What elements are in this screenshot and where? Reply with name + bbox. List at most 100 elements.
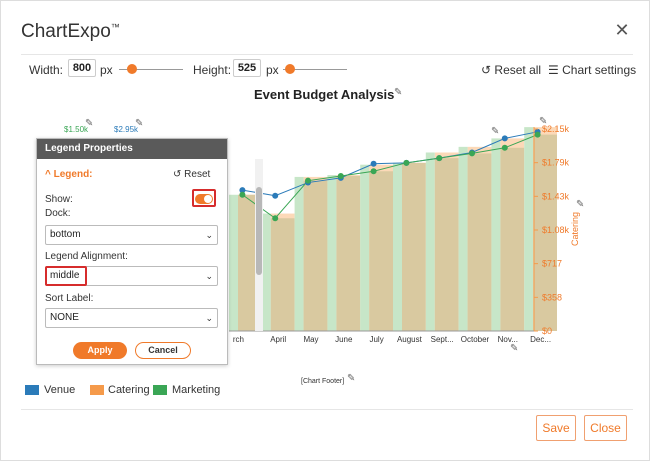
marketing-stripe [425,152,435,331]
legend-label-venue[interactable]: Venue [44,384,76,396]
sliders-icon: ☰ [548,63,559,77]
legend-properties-panel: Legend Properties ^ Legend: ↺ Reset Show… [36,138,263,365]
reset-all-label: Reset all [494,63,542,77]
dock-select[interactable]: bottom ⌄ [45,225,218,245]
legend-swatch-venue[interactable] [25,385,39,395]
alignment-label: Legend Alignment: [45,251,128,262]
chart-title[interactable]: Event Budget Analysis [254,87,395,102]
alignment-highlight [45,266,87,286]
height-input[interactable]: 525 [233,59,261,77]
edit-pencil-icon[interactable]: ✎ [539,116,548,127]
edit-footer-pencil-icon[interactable]: ✎ [347,373,356,384]
chart-footer[interactable]: [Chart Footer] [301,378,345,385]
edit-pencil-icon[interactable]: ✎ [491,126,500,137]
height-unit: px [266,63,279,77]
legend-swatch-marketing[interactable] [153,385,167,395]
marketing-stripe [261,213,271,331]
show-toggle[interactable] [195,194,213,204]
marketing-stripe [360,164,370,331]
right-axis-tick-label: $0 [542,326,552,336]
width-input[interactable]: 800 [68,59,96,77]
show-label: Show: [45,194,73,205]
x-axis-tick-label: October [461,335,490,344]
marketing-point [403,159,410,166]
marketing-stripe [327,175,337,331]
close-button[interactable]: Close [584,415,627,441]
venue-line [242,131,538,197]
marketing-bar [336,175,361,331]
marketing-bar [467,153,492,331]
chart-settings-label: Chart settings [562,63,637,77]
right-axis-tick-label: $2.15k [542,124,570,134]
width-slider[interactable] [119,69,183,70]
marketing-bar [270,218,295,331]
chart-settings-button[interactable]: ☰ Chart settings [548,63,636,77]
edit-pencil-icon[interactable]: ✎ [85,118,94,129]
edit-title-pencil-icon[interactable]: ✎ [394,87,403,98]
marketing-bar [303,180,328,331]
right-axis-tick-label: $1.79k [542,158,570,168]
marketing-bars [229,127,557,331]
close-icon[interactable]: ✕ [614,20,630,40]
chevron-down-icon: ⌄ [205,313,213,323]
height-label: Height: [193,63,232,77]
height-slider[interactable] [283,69,347,70]
x-axis-tick-label: April [270,335,286,344]
legend-label-marketing[interactable]: Marketing [172,384,221,396]
x-axis-tick-label: June [335,335,353,344]
width-label: Width: [29,63,64,77]
legend-section-toggle[interactable]: ^ Legend: [45,169,93,180]
chart-plot: $0 $358 $717 $1.08k $1.43k $1.79k $2.15k rch Ap… [64,124,580,344]
legend-swatch-catering[interactable] [90,385,104,395]
edit-pencil-icon[interactable]: ✎ [510,343,519,354]
left-axis-label-marketing: $1.50k [64,125,89,134]
venue-point [272,192,279,199]
marketing-stripe [393,162,402,331]
panel-scrollbar[interactable] [255,159,263,331]
marketing-bar [434,158,459,331]
marketing-point [469,150,475,157]
right-axis-tick-label: $1.08k [542,225,570,235]
reset-all-button[interactable]: ↺ Reset all [481,63,541,77]
x-axis-tick-label: Dec... [530,335,551,344]
marketing-point [436,155,443,162]
cancel-button[interactable]: Cancel [135,342,191,359]
chevron-down-icon: ⌄ [205,271,213,281]
legend-label-catering[interactable]: Catering [108,384,150,396]
height-slider-handle[interactable] [285,64,295,74]
left-axis-label-venue: $2.95k [114,125,139,134]
reset-button[interactable]: ↺ Reset [173,169,210,180]
x-axis-tick-label: Nov... [498,335,518,344]
x-axis-tick-label: July [369,335,383,344]
width-slider-handle[interactable] [127,64,137,74]
marketing-line [242,134,538,219]
apply-button[interactable]: Apply [73,342,127,359]
alignment-value: middle [50,270,80,281]
x-axis-tick-label: rch [233,335,244,344]
venue-point [501,135,508,142]
x-axis-tick-label: August [397,335,423,344]
marketing-point [337,172,344,179]
width-unit: px [100,63,113,77]
marketing-stripe [524,127,534,331]
undo-icon: ↺ [173,169,182,180]
chevron-down-icon: ⌄ [205,230,213,240]
alignment-select[interactable]: middle ⌄ [45,266,218,286]
divider [21,54,633,55]
show-toggle-highlight [192,189,216,207]
sort-select[interactable]: NONE ⌄ [45,308,218,328]
edit-pencil-icon[interactable]: ✎ [135,118,144,129]
x-axis-tick-label: Sept... [431,335,454,344]
right-axis-ticks: $0 $358 $717 $1.08k $1.43k $1.79k $2.15k [534,124,570,336]
marketing-point [370,168,377,175]
scroll-thumb[interactable] [256,187,262,275]
dock-label: Dock: [45,208,71,219]
sort-value: NONE [50,312,79,323]
marketing-point [272,215,279,222]
marketing-point [501,144,508,151]
reset-label: Reset [184,169,211,180]
edit-pencil-icon[interactable]: ✎ [576,199,585,210]
x-axis-ticks: rch April May June July August Sept... October N… [233,335,551,344]
save-button[interactable]: Save [536,415,576,441]
